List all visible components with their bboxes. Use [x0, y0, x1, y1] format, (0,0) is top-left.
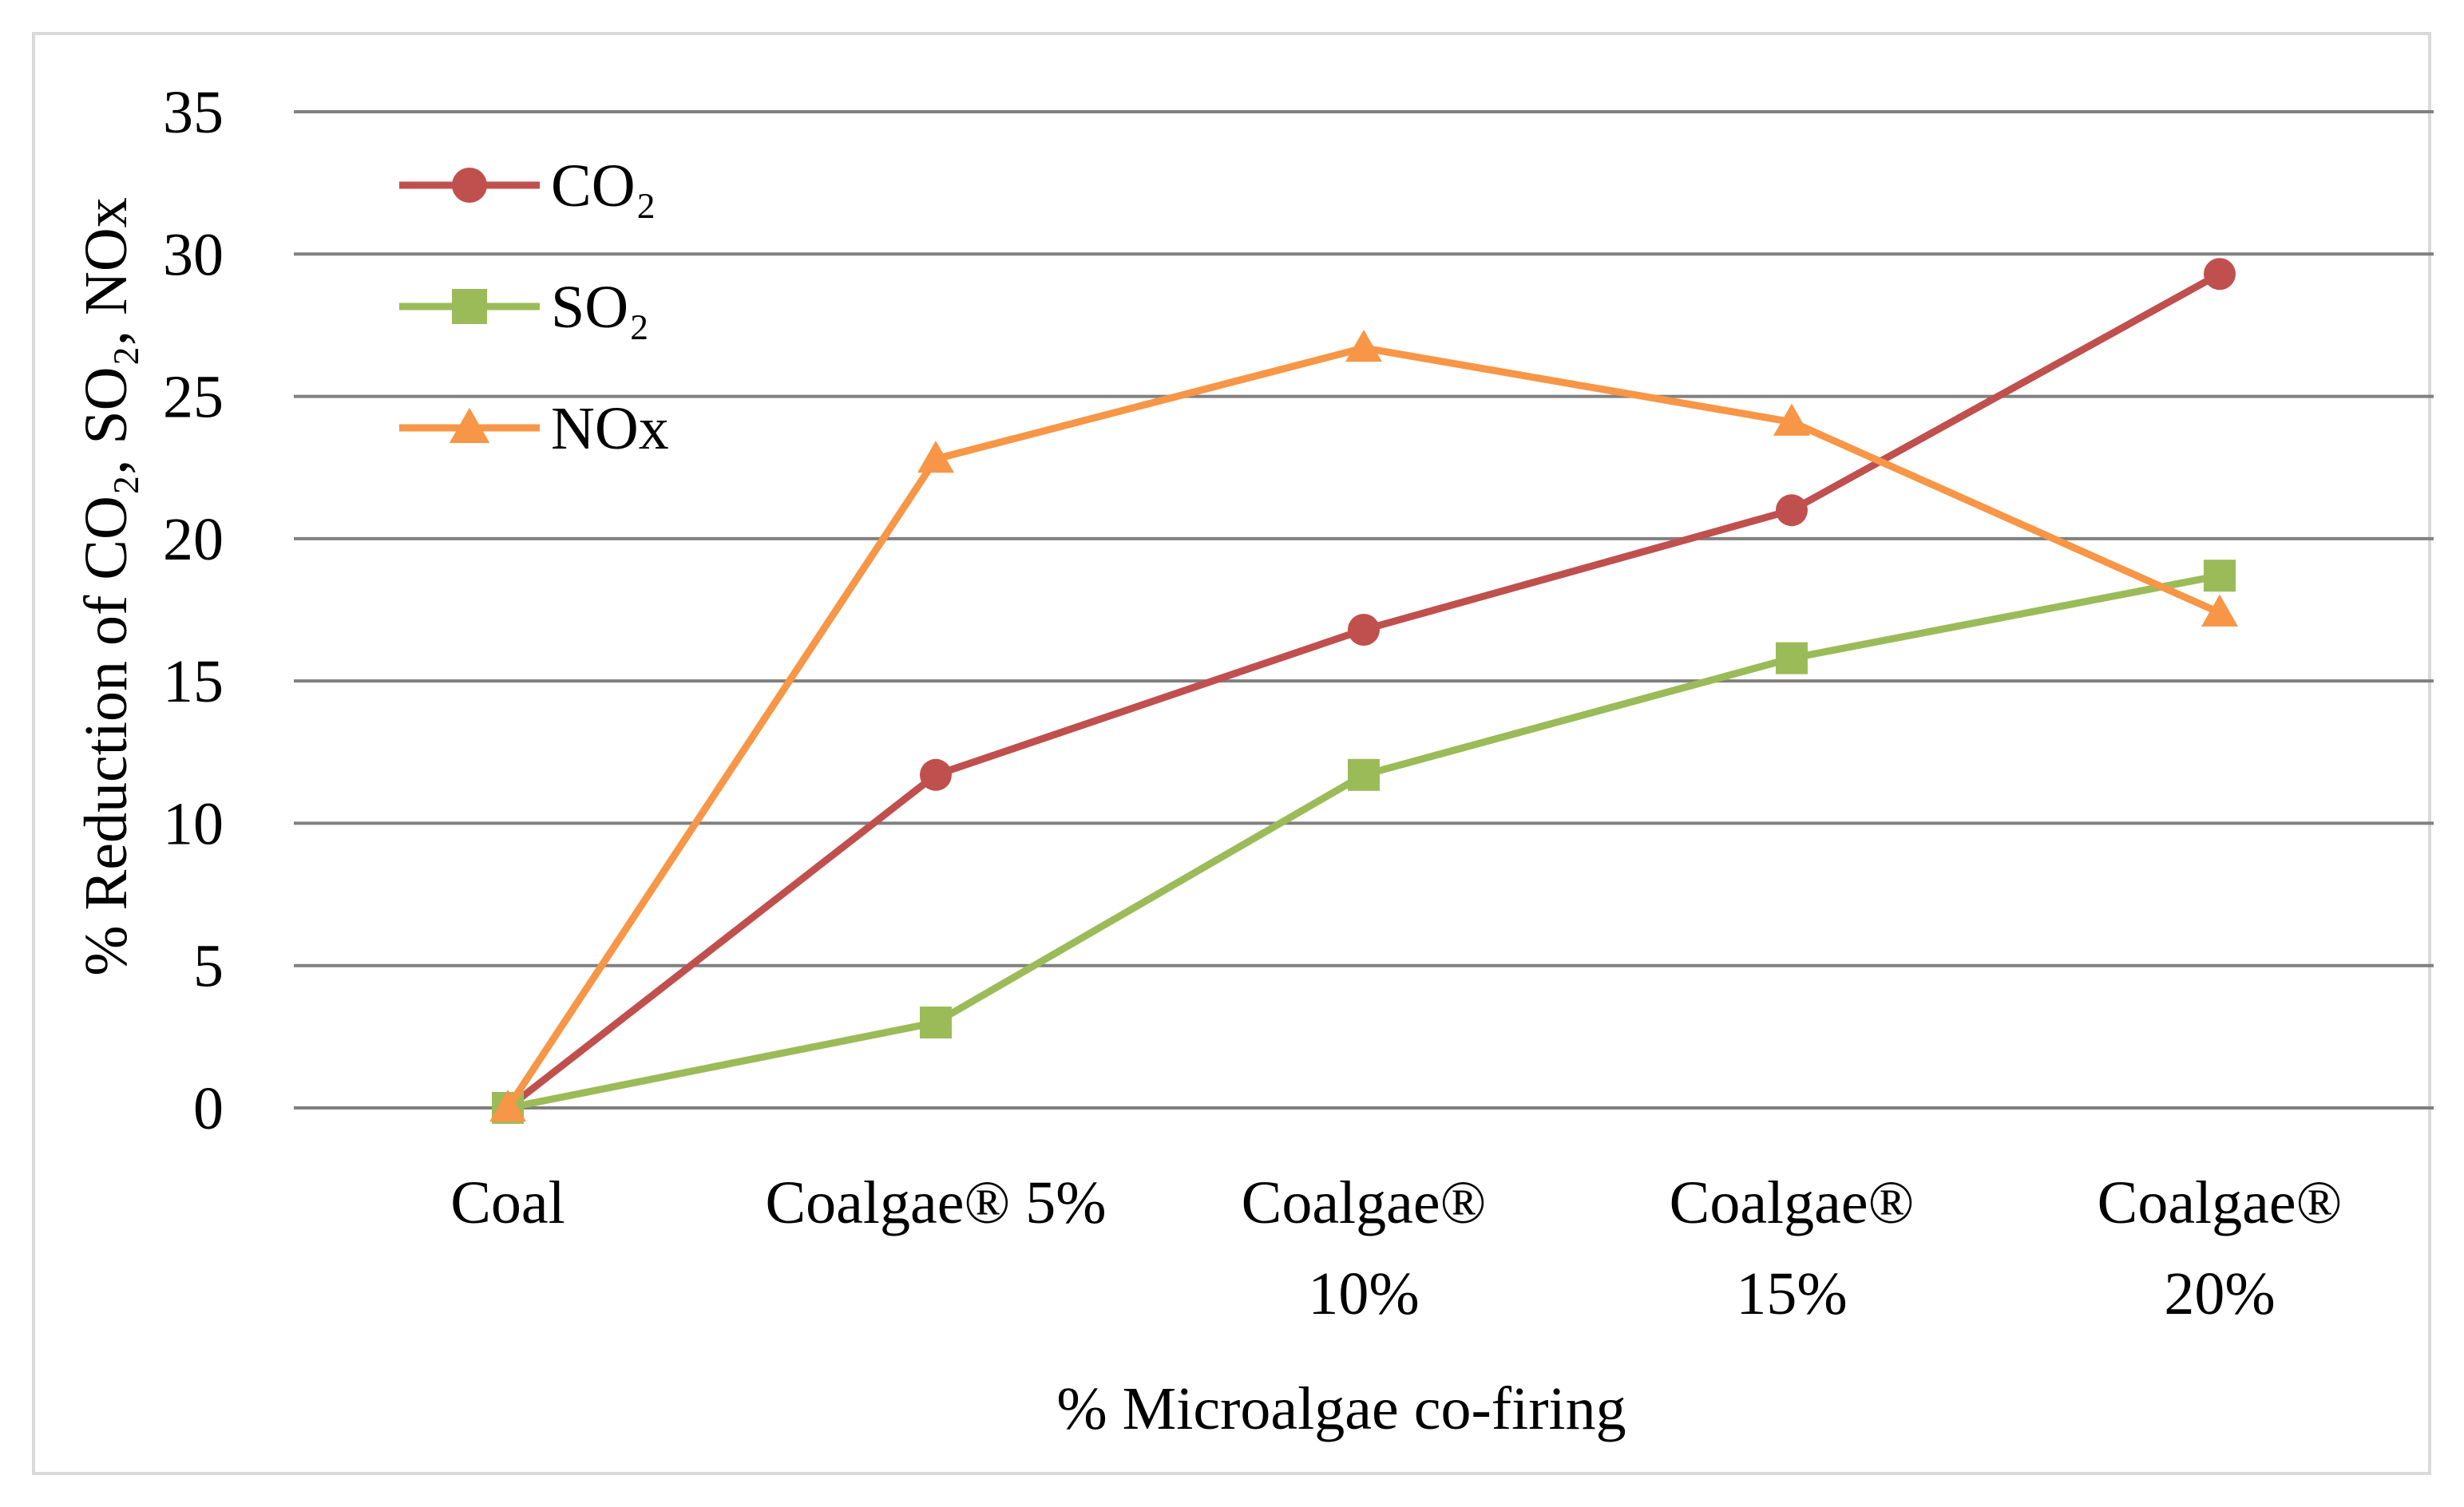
data-point-co2	[1776, 494, 1808, 527]
x-tick-label: Coalgae®	[1670, 1169, 1915, 1236]
y-tick-label: 25	[163, 364, 224, 431]
data-point-so2	[2204, 560, 2236, 592]
data-point-so2	[920, 1007, 952, 1039]
x-tick-label: 20%	[2164, 1260, 2275, 1327]
series-nox	[489, 329, 2238, 1122]
data-point-nox	[2201, 594, 2238, 627]
legend-label-co2: CO₂	[551, 152, 656, 220]
data-point-co2	[920, 758, 952, 791]
y-tick-label: 5	[193, 933, 224, 1000]
x-tick-label: Coalgae® 5%	[765, 1169, 1106, 1236]
legend-item-nox: NOx	[399, 395, 669, 462]
legend-marker-nox	[449, 407, 490, 443]
series-line-so2	[507, 572, 2220, 1112]
x-tick-label: 15%	[1736, 1260, 1847, 1327]
data-point-so2	[1776, 642, 1808, 674]
chart-frame	[32, 32, 2431, 1475]
legend-item-co2: CO₂	[399, 152, 656, 220]
data-point-nox	[1345, 329, 1382, 362]
y-axis-title: % Reduction of CO₂, SO₂, NOx	[73, 197, 140, 976]
y-tick-label: 0	[193, 1075, 224, 1142]
y-tick-label: 15	[163, 648, 224, 715]
series-so2	[492, 560, 2236, 1124]
data-point-nox	[1773, 403, 1810, 436]
x-tick-label: 10%	[1308, 1260, 1419, 1327]
legend-marker-so2	[452, 289, 487, 324]
gridlines	[294, 110, 2434, 1109]
series-co2	[492, 258, 2236, 1124]
y-tick-label: 35	[163, 79, 224, 146]
series-line-nox	[505, 344, 2221, 1110]
legend-label-so2: SO₂	[551, 274, 650, 341]
y-axis-ticks: 0 5 10 15 20 25 30 35	[163, 79, 224, 1142]
x-tick-label: Coal	[450, 1169, 565, 1236]
data-point-co2	[1348, 613, 1380, 646]
data-point-so2	[1348, 758, 1380, 791]
x-axis-ticks: Coal Coalgae® 5% Coalgae® 10% Coalgae® 15% Coa…	[450, 1169, 2342, 1327]
legend-item-so2: SO₂	[399, 274, 650, 341]
series-line-co2	[505, 271, 2222, 1111]
legend-marker-co2	[452, 168, 487, 203]
y-tick-label: 10	[163, 790, 224, 857]
data-point-nox	[917, 441, 954, 473]
x-tick-label: Coalgae®	[1242, 1169, 1487, 1236]
data-point-co2	[2204, 258, 2236, 291]
legend-label-nox: NOx	[551, 395, 669, 462]
y-tick-label: 20	[163, 506, 224, 573]
x-tick-label: Coalgae®	[2098, 1169, 2343, 1236]
y-tick-label: 30	[163, 221, 224, 288]
x-axis-title: % Microalgae co-firing	[1056, 1375, 1626, 1442]
data-point-nox	[489, 1090, 526, 1122]
legend: CO₂ SO₂ NOx	[399, 152, 669, 462]
series-lines	[489, 258, 2238, 1124]
